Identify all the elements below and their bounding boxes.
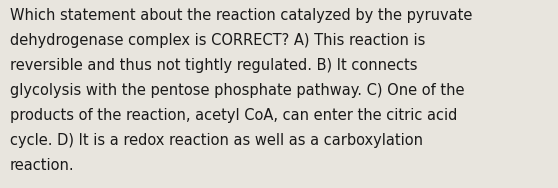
Text: reaction.: reaction. (10, 158, 75, 173)
Text: cycle. D) It is a redox reaction as well as a carboxylation: cycle. D) It is a redox reaction as well… (10, 133, 423, 148)
Text: glycolysis with the pentose phosphate pathway. C) One of the: glycolysis with the pentose phosphate pa… (10, 83, 465, 98)
Text: Which statement about the reaction catalyzed by the pyruvate: Which statement about the reaction catal… (10, 8, 473, 23)
Text: reversible and thus not tightly regulated. B) It connects: reversible and thus not tightly regulate… (10, 58, 417, 73)
Text: products of the reaction, acetyl CoA, can enter the citric acid: products of the reaction, acetyl CoA, ca… (10, 108, 458, 123)
Text: dehydrogenase complex is CORRECT? A) This reaction is: dehydrogenase complex is CORRECT? A) Thi… (10, 33, 425, 48)
